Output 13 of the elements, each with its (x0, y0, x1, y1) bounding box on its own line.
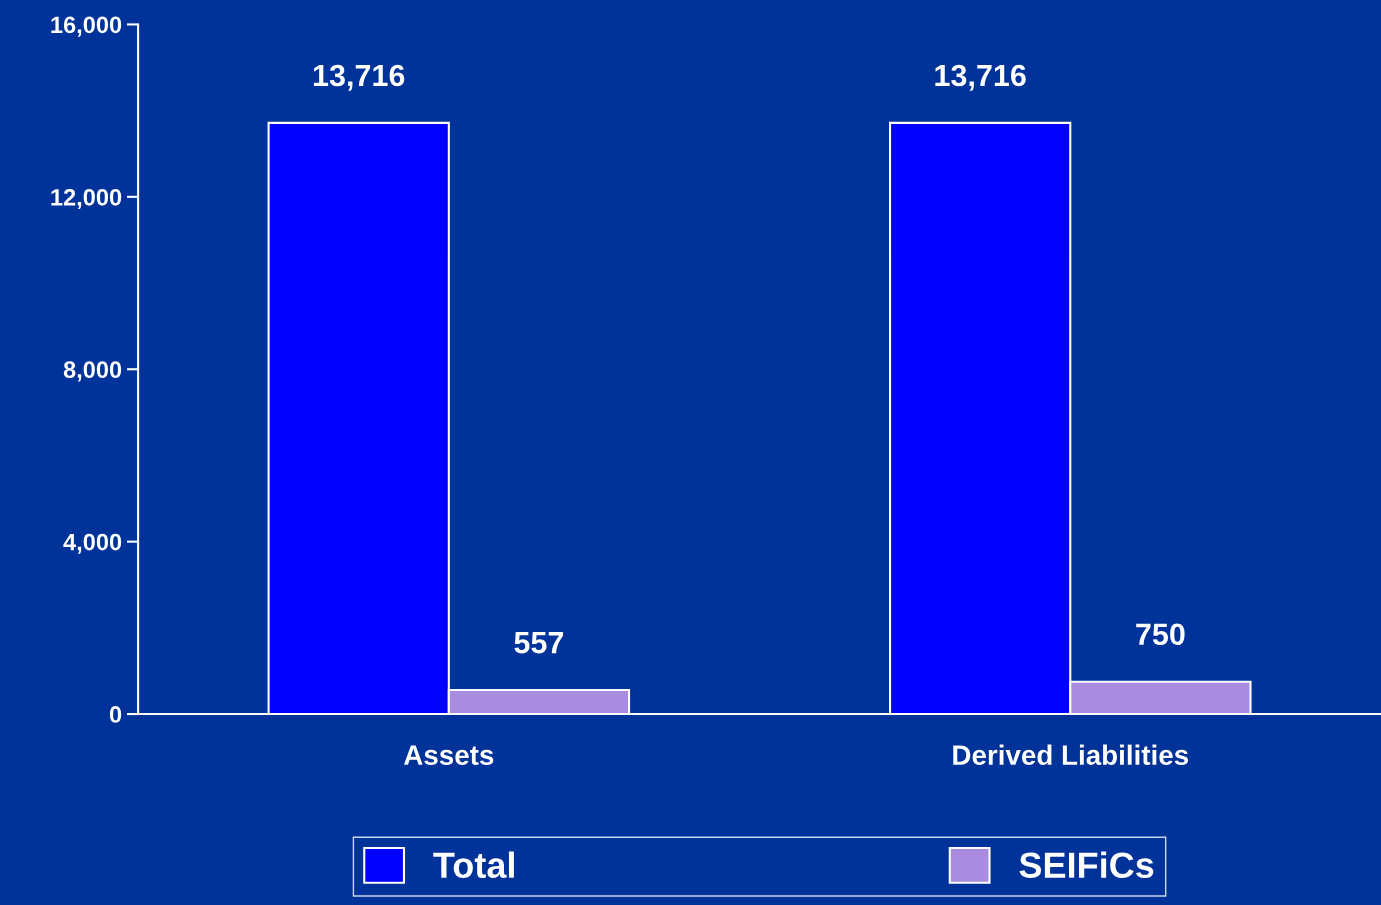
y-tick-label: 16,000 (51, 16, 122, 37)
data-label: 750 (1136, 623, 1185, 646)
y-tick-label: 12,000 (51, 188, 122, 210)
x-tick-label: Derived Liabilities (953, 744, 1189, 765)
x-tick-label: Assets (403, 745, 494, 765)
data-label: 13,716 (313, 64, 405, 91)
legend-label: SEIFiCs (1019, 851, 1154, 879)
y-tick-label: 8,000 (63, 361, 122, 382)
data-label: 557 (514, 632, 564, 654)
y-tick-label: 4,000 (63, 533, 122, 554)
y-tick-label: 0 (109, 706, 122, 723)
legend-label: Total (433, 851, 514, 879)
data-label: 13,716 (935, 64, 1026, 91)
